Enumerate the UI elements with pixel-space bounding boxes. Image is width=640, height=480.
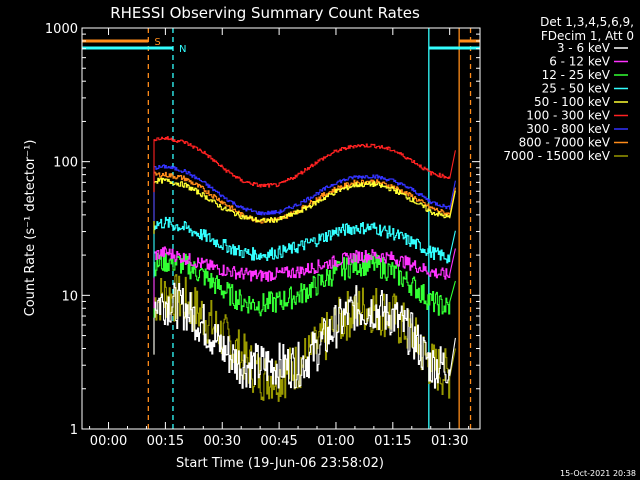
- chart-title: RHESSI Observing Summary Count Rates: [110, 4, 420, 22]
- legend-header-line-2: FDecim 1, Att 0: [541, 29, 634, 43]
- legend-label: 25 - 50 keV: [542, 82, 611, 96]
- legend-label: 100 - 300 keV: [526, 109, 610, 123]
- series-line: [153, 177, 456, 234]
- x-tick-label: 00:00: [90, 434, 127, 449]
- series-line: [153, 164, 456, 221]
- timestamp: 15-Oct-2021 20:38: [560, 469, 636, 478]
- x-tick-label: 01:15: [374, 434, 411, 449]
- y-tick-label: 100: [53, 156, 78, 171]
- legend-label: 300 - 800 keV: [526, 122, 610, 136]
- legend-label: 7000 - 15000 keV: [503, 149, 610, 163]
- x-tick-label: 01:00: [317, 434, 354, 449]
- series-line: [153, 282, 456, 389]
- legend-label: 3 - 6 keV: [557, 41, 611, 55]
- legend-header-line-1: Det 1,3,4,5,6,9,: [540, 15, 634, 29]
- x-tick-label: 01:30: [431, 434, 468, 449]
- series-line: [153, 250, 456, 318]
- flag-label: S: [154, 37, 160, 48]
- x-tick-label: 00:45: [260, 434, 297, 449]
- legend-label: 12 - 25 keV: [542, 68, 611, 82]
- flag-label: N: [179, 44, 186, 55]
- series-line: [153, 136, 456, 193]
- legend-label: 6 - 12 keV: [549, 55, 611, 69]
- legend: Det 1,3,4,5,6,9, FDecim 1, Att 0 3 - 6 k…: [503, 15, 634, 163]
- y-tick-label: 10: [61, 289, 78, 304]
- series-line: [153, 216, 456, 278]
- plot-area: SN: [82, 28, 480, 429]
- legend-label: 800 - 7000 keV: [519, 136, 611, 150]
- y-tick-label: 1000: [45, 22, 78, 37]
- y-tick-label: 1: [70, 423, 78, 438]
- y-axis-label: Count Rate (s⁻¹ detector⁻¹): [23, 140, 38, 317]
- series-line: [153, 246, 456, 309]
- y-axis: 1 10 100 1000: [45, 22, 480, 438]
- x-tick-label: 00:30: [204, 434, 241, 449]
- plot-frame: [81, 27, 481, 430]
- x-tick-label: 00:15: [147, 434, 184, 449]
- legend-label: 50 - 100 keV: [534, 95, 611, 109]
- x-axis: 00:00 00:15 00:30 00:45 01:00 01:15 01:30: [89, 28, 470, 449]
- x-axis-label: Start Time (19-Jun-06 23:58:02): [176, 456, 384, 471]
